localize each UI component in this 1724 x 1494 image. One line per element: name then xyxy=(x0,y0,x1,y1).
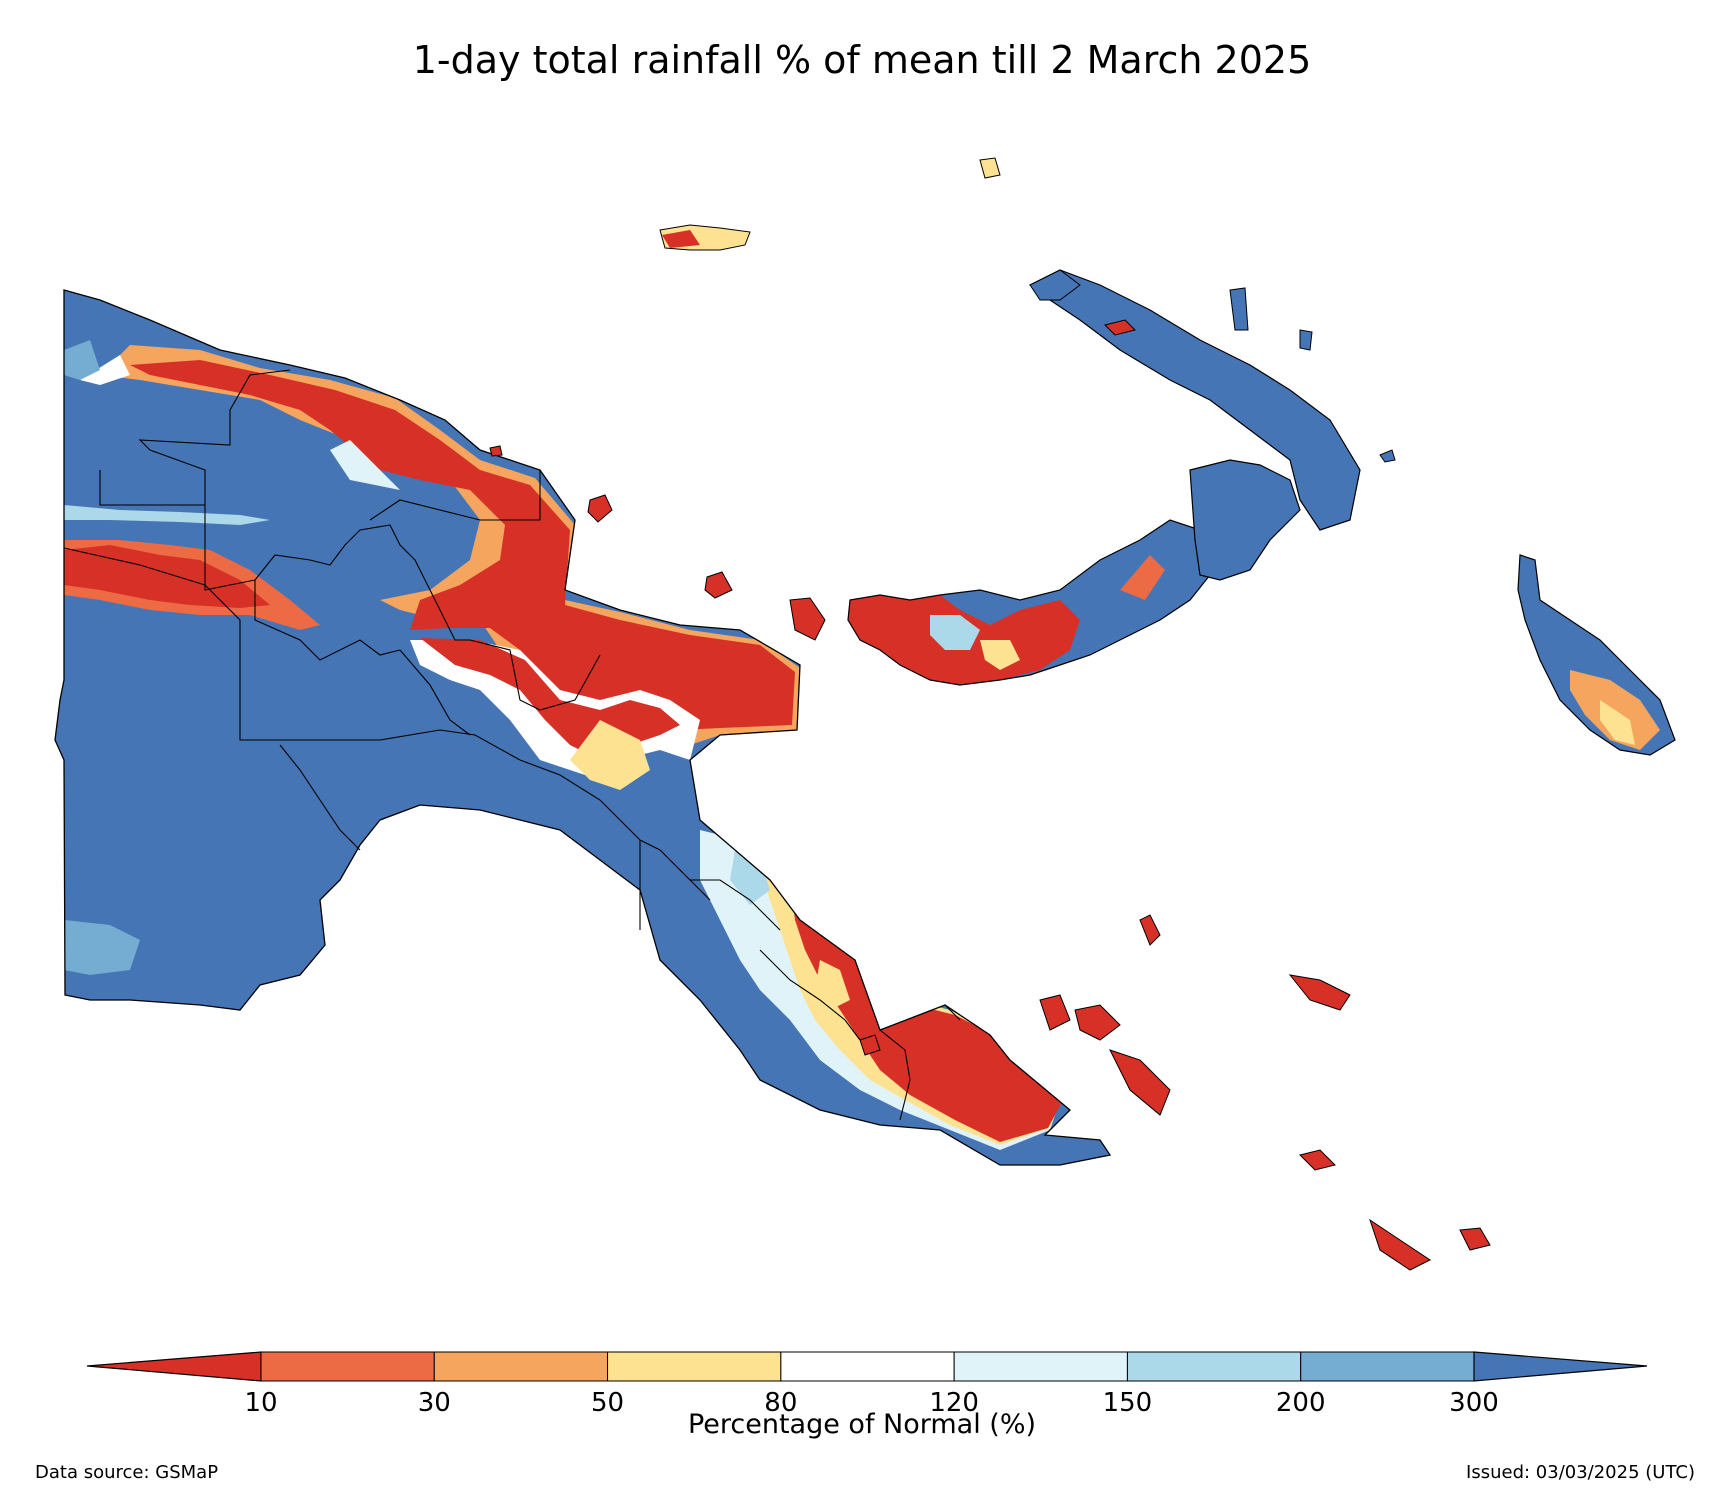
colorbar-extend-high xyxy=(1473,1351,1648,1382)
manus-island xyxy=(659,224,751,251)
new-ireland xyxy=(1028,269,1361,531)
colorbar: 10 30 50 80 120 150 200 300 xyxy=(86,1351,1648,1418)
colorbar-extend-low xyxy=(86,1351,262,1382)
colorbar-segment xyxy=(607,1351,782,1382)
colorbar-ticks: 10 30 50 80 120 150 200 300 xyxy=(244,1388,1498,1418)
colorbar-segment xyxy=(260,1351,435,1382)
colorbar-label: Percentage of Normal (%) xyxy=(687,1409,1037,1440)
colorbar-tick-label: 120 xyxy=(929,1388,979,1418)
colorbar-tick-label: 30 xyxy=(418,1388,451,1418)
new-hanover xyxy=(1029,269,1081,301)
colorbar-tick-label: 150 xyxy=(1103,1388,1153,1418)
colorbar-tick-label: 80 xyxy=(764,1388,797,1418)
colorbar-segment xyxy=(780,1351,955,1382)
colorbar-segment xyxy=(433,1351,609,1382)
map-title: 1-day total rainfall % of mean till 2 Ma… xyxy=(412,38,1312,82)
colorbar-tick-label: 50 xyxy=(591,1388,624,1418)
colorbar-tick-label: 10 xyxy=(244,1388,277,1418)
province-boundaries xyxy=(63,369,961,1121)
rainfall-map xyxy=(54,157,1676,1271)
colorbar-segment xyxy=(1300,1351,1475,1382)
mainland-coastline xyxy=(54,289,1112,1166)
issued-date: Issued: 03/03/2025 (UTC) xyxy=(1466,1462,1695,1483)
colorbar-tick-label: 300 xyxy=(1449,1388,1499,1418)
new-britain xyxy=(847,459,1301,686)
colorbar-tick-label: 200 xyxy=(1276,1388,1326,1418)
colorbar-segment xyxy=(953,1351,1128,1382)
data-source: Data source: GSMaP xyxy=(35,1462,219,1483)
colorbar-segment xyxy=(1126,1351,1302,1382)
colorbar-segments xyxy=(86,1351,1648,1382)
bougainville xyxy=(1517,554,1676,756)
offshore-islands xyxy=(489,157,1491,1271)
